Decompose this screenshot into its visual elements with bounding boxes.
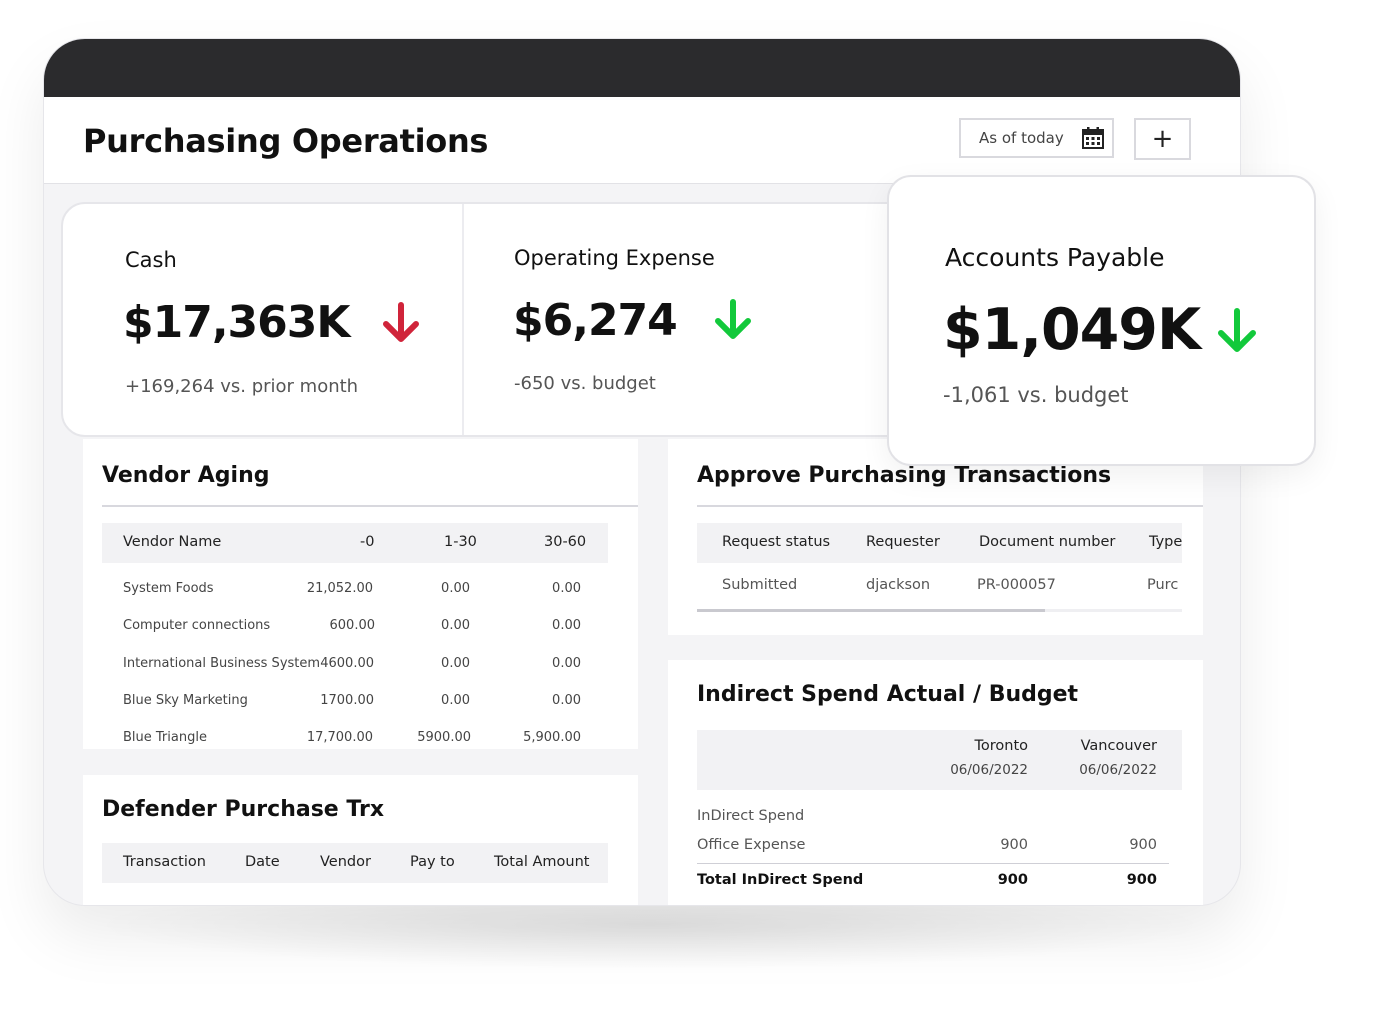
cell-value: 0.00: [441, 656, 470, 671]
divider: [102, 505, 638, 507]
cell-value: 900: [1000, 837, 1028, 853]
horizontal-scrollbar[interactable]: [697, 609, 1182, 612]
cell-value: 0.00: [441, 581, 470, 596]
column-header[interactable]: Requester: [866, 534, 940, 550]
cell-value: 1700.00: [320, 693, 374, 708]
ap-sub: -1,061 vs. budget: [943, 383, 1129, 407]
column-header[interactable]: Vendor: [320, 854, 371, 870]
cell-value: 21,052.00: [306, 581, 373, 596]
column-header[interactable]: Type: [1149, 534, 1183, 550]
column-header-city[interactable]: Vancouver: [1080, 738, 1157, 754]
arrow-down-icon: [715, 299, 751, 339]
page-title: Purchasing Operations: [83, 122, 489, 160]
requester: djackson: [866, 577, 931, 593]
column-header-city[interactable]: Toronto: [974, 738, 1028, 754]
total-value: 900: [1126, 872, 1157, 888]
request-status: Submitted: [722, 577, 798, 593]
calendar-icon: [1081, 127, 1104, 149]
cell-value: 5900.00: [417, 730, 471, 745]
divider: [697, 505, 1203, 507]
vendor-name: System Foods: [123, 581, 214, 596]
column-header[interactable]: 1-30: [444, 534, 477, 550]
group-label: InDirect Spend: [697, 808, 805, 824]
arrow-down-icon: [1218, 308, 1256, 352]
kpi-card: Cash $17,363K +169,264 vs. prior month O…: [61, 202, 921, 437]
vendor-aging-panel: Vendor Aging Vendor Name -0 1-30 30-60 S…: [83, 439, 638, 749]
cell-value: 600.00: [329, 618, 376, 633]
column-header[interactable]: Pay to: [410, 854, 455, 870]
vendor-aging-header: Vendor Name -0 1-30 30-60: [102, 523, 608, 563]
ap-label: Accounts Payable: [945, 243, 1165, 272]
cell-value: 0.00: [552, 581, 581, 596]
add-button[interactable]: +: [1134, 118, 1191, 160]
row-label: Office Expense: [697, 837, 806, 853]
column-header[interactable]: Total Amount: [494, 854, 590, 870]
cell-value: 0.00: [552, 618, 581, 633]
vendor-name: Blue Sky Marketing: [123, 693, 248, 708]
scrollbar-thumb[interactable]: [697, 609, 1045, 612]
cell-value: 5,900.00: [523, 730, 581, 745]
cell-value: 900: [1129, 837, 1157, 853]
defender-purchase-title: Defender Purchase Trx: [102, 797, 385, 822]
cell-value: 0.00: [441, 618, 470, 633]
window-titlebar: [44, 39, 1240, 97]
total-value: 900: [997, 872, 1028, 888]
cell-value: 4600.00: [320, 656, 374, 671]
cash-sub: +169,264 vs. prior month: [125, 376, 359, 397]
cell-value: 17,700.00: [306, 730, 373, 745]
cell-value: 0.00: [441, 693, 470, 708]
accounts-payable-card: Accounts Payable $1,049K -1,061 vs. budg…: [887, 175, 1316, 466]
cell-value: 0.00: [552, 656, 581, 671]
cash-value: $17,363K: [123, 297, 351, 348]
app-window: Purchasing Operations As of today + Cash…: [43, 38, 1241, 906]
opex-sub: -650 vs. budget: [514, 373, 656, 394]
defender-purchase-header: Transaction Date Vendor Pay to Total Amo…: [102, 843, 608, 883]
approve-transactions-title: Approve Purchasing Transactions: [697, 463, 1112, 488]
vendor-name: Computer connections: [123, 618, 271, 633]
opex-label: Operating Expense: [514, 246, 715, 270]
ap-value: $1,049K: [943, 297, 1201, 363]
indirect-spend-panel: Indirect Spend Actual / Budget Toronto 0…: [668, 660, 1203, 905]
column-header[interactable]: Document number: [979, 534, 1116, 550]
total-label: Total InDirect Spend: [697, 872, 864, 888]
column-header[interactable]: Date: [245, 854, 280, 870]
approve-transactions-panel: Approve Purchasing Transactions Request …: [668, 439, 1203, 635]
date-filter-button[interactable]: As of today: [959, 118, 1114, 158]
column-header-date: 06/06/2022: [950, 762, 1028, 778]
column-header-date: 06/06/2022: [1079, 762, 1157, 778]
defender-purchase-panel: Defender Purchase Trx Transaction Date V…: [83, 775, 638, 905]
approve-transactions-header: Request status Requester Document number…: [697, 523, 1182, 563]
page-header: Purchasing Operations As of today +: [44, 97, 1240, 184]
transaction-type: Purc: [1147, 577, 1179, 593]
column-header[interactable]: Transaction: [123, 854, 206, 870]
vendor-aging-title: Vendor Aging: [102, 463, 270, 488]
vendor-name: Blue Triangle: [123, 730, 207, 745]
kpi-divider: [462, 204, 464, 435]
cash-label: Cash: [125, 248, 177, 272]
cell-value: 0.00: [552, 693, 581, 708]
opex-value: $6,274: [513, 295, 678, 346]
date-filter-label: As of today: [979, 129, 1064, 147]
column-header[interactable]: -0: [360, 534, 375, 550]
column-header[interactable]: Request status: [722, 534, 831, 550]
vendor-name: International Business System: [123, 656, 321, 671]
divider: [697, 863, 1169, 864]
column-header[interactable]: Vendor Name: [123, 534, 222, 550]
indirect-spend-title: Indirect Spend Actual / Budget: [697, 682, 1079, 707]
document-number: PR-000057: [977, 577, 1056, 593]
indirect-spend-header: Toronto 06/06/2022 Vancouver 06/06/2022: [697, 730, 1182, 790]
column-header[interactable]: 30-60: [544, 534, 587, 550]
arrow-down-icon: [383, 302, 419, 342]
